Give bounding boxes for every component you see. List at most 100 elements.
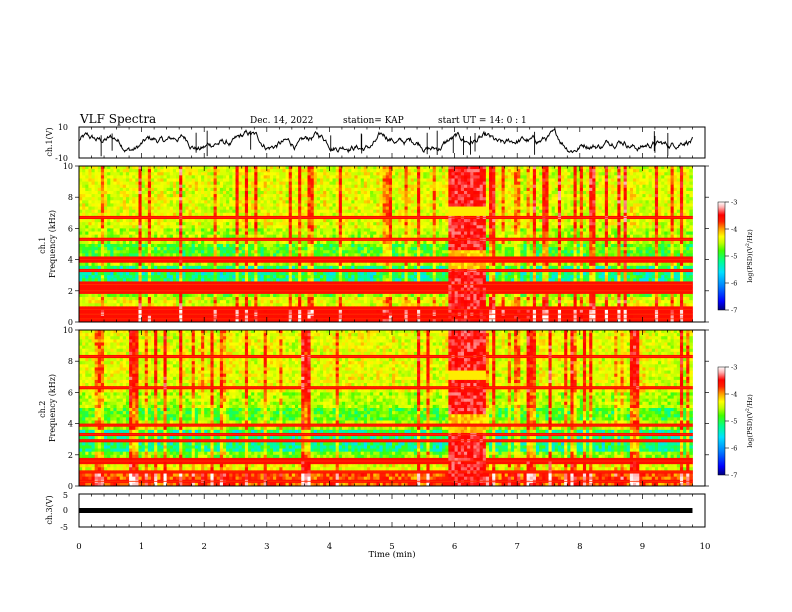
heatmap-cell [535,175,540,179]
heatmap-cell [313,225,318,229]
heatmap-cell [147,234,152,239]
heatmap-cell [482,234,487,239]
heatmap-cell [213,181,218,186]
heatmap-cell [633,184,637,189]
heatmap-cell [360,212,365,217]
heatmap-cell [463,197,468,201]
heatmap-cell [501,200,506,204]
heatmap-cell [382,181,387,186]
heatmap-cell [219,231,224,236]
heatmap-cell [679,231,684,236]
heatmap-cell [623,225,628,229]
heatmap-cell [423,169,427,173]
heatmap-cell [404,234,409,239]
heatmap-cell [413,175,418,179]
heatmap-cell [607,206,612,211]
heatmap-cell [129,166,133,170]
heatmap-cell [658,209,662,214]
heatmap-cell [313,169,318,173]
heatmap-cell [263,172,268,176]
heatmap-cell [357,203,362,207]
heatmap-cell [366,231,371,236]
heatmap-cell [210,175,214,179]
heatmap-cell [614,209,618,214]
heatmap-cell [338,200,343,204]
heatmap-cell [163,200,168,204]
heatmap-cell [276,222,280,226]
heatmap-cell [338,181,343,186]
heatmap-cell [388,240,393,245]
heatmap-cell [310,225,315,229]
heatmap-cell [467,175,471,179]
heatmap-cell [226,166,230,170]
heatmap-cell [79,212,83,217]
heatmap-cell [282,181,286,186]
heatmap-cell [504,187,509,192]
heatmap-cell [442,166,446,170]
heatmap-cell [119,190,124,195]
heatmap-cell [485,175,490,179]
heatmap-cell [423,203,427,207]
heatmap-cell [463,187,468,192]
heatmap-cell [298,200,302,204]
heatmap-cell [438,200,443,204]
heatmap-cell [150,169,155,173]
heatmap-cell [348,231,352,236]
heatmap-cell [435,178,440,182]
heatmap-cell [88,234,92,239]
heatmap-cell [251,197,255,201]
heatmap-cell [100,222,105,226]
heatmap-cell [586,209,590,214]
heatmap-cell [592,166,596,170]
heatmap-cell [254,240,258,245]
heatmap-cell [341,225,346,229]
heatmap-cell [179,228,183,232]
heatmap-cell [122,184,127,189]
heatmap-cell [460,240,465,245]
heatmap-cell [507,234,512,239]
heatmap-cell [182,178,186,182]
heatmap-cell [442,225,446,229]
heatmap-cell [592,200,596,204]
heatmap-cell [229,184,233,189]
heatmap-cell [573,200,578,204]
heatmap-cell [617,178,621,182]
heatmap-cell [373,166,377,170]
heatmap-cell [97,169,102,173]
heatmap-cell [157,190,161,195]
heatmap-cell [645,166,650,170]
heatmap-cell [135,222,139,226]
heatmap-cell [498,169,502,173]
heatmap-cell [269,181,274,186]
heatmap-cell [673,203,678,207]
heatmap-cell [113,203,117,207]
heatmap-cell [611,228,615,232]
heatmap-cell [154,212,158,217]
heatmap-cell [382,222,387,226]
heatmap-cell [507,187,512,192]
heatmap-cell [88,166,92,170]
heatmap-cell [154,166,158,170]
heatmap-cell [661,234,665,239]
heatmap-cell [648,187,653,192]
heatmap-cell [176,190,180,195]
heatmap-cell [398,181,402,186]
heatmap-cell [172,225,177,229]
heatmap-cell [645,225,650,229]
heatmap-cell [507,190,512,195]
heatmap-cell [504,169,509,173]
heatmap-cell [579,240,584,245]
heatmap-cell [320,240,324,245]
heatmap-cell [676,209,681,214]
heatmap-cell [138,166,142,170]
heatmap-cell [479,181,484,186]
heatmap-cell [561,181,565,186]
heatmap-cell [288,200,293,204]
heatmap-cell [373,203,377,207]
heatmap-cell [144,184,149,189]
heatmap-cell [532,181,537,186]
heatmap-cell [539,212,543,217]
heatmap-cell [313,190,318,195]
heatmap-cell [664,222,668,226]
heatmap-cell [91,197,96,201]
